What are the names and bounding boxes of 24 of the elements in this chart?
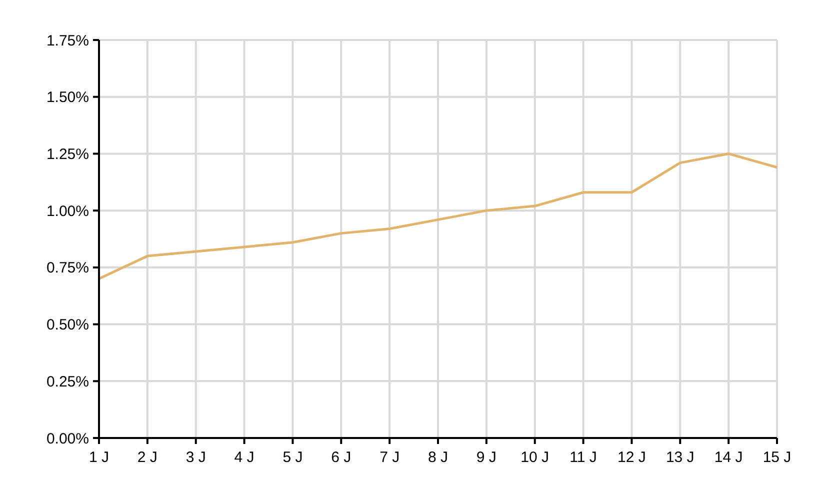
x-tick-label: 15 J	[762, 449, 792, 466]
x-tick-label: 6 J	[331, 449, 352, 466]
y-tick-label: 1.75%	[46, 32, 89, 50]
x-tick-label: 7 J	[380, 449, 400, 466]
y-tick-label: 1.00%	[46, 202, 89, 220]
x-tick-label: 9 J	[476, 449, 496, 466]
y-tick-label: 1.25%	[46, 146, 89, 163]
x-tick-label: 3 J	[186, 449, 206, 466]
x-tick-label: 5 J	[282, 449, 303, 466]
line-series	[98, 152, 778, 280]
x-tick-label: 1 J	[88, 449, 110, 466]
x-tick-label: 11 J	[570, 449, 597, 466]
y-tick-label: 0.00%	[46, 430, 89, 448]
x-tick-label: 10 J	[520, 449, 550, 466]
x-tick-label: 12 J	[618, 449, 646, 466]
y-tick-label: 1.50%	[46, 89, 89, 106]
x-tick-label: 8 J	[428, 449, 448, 466]
x-tick-label: 2 J	[137, 449, 158, 466]
x-tick-label: 4 J	[234, 449, 254, 466]
y-tick-label: 0.25%	[46, 373, 89, 390]
y-tick-label: 0.50%	[46, 316, 89, 334]
x-tick-label: 14 J	[714, 449, 743, 466]
y-tick-label: 0.75%	[46, 260, 89, 277]
x-tick-label: 13 J	[666, 449, 694, 466]
